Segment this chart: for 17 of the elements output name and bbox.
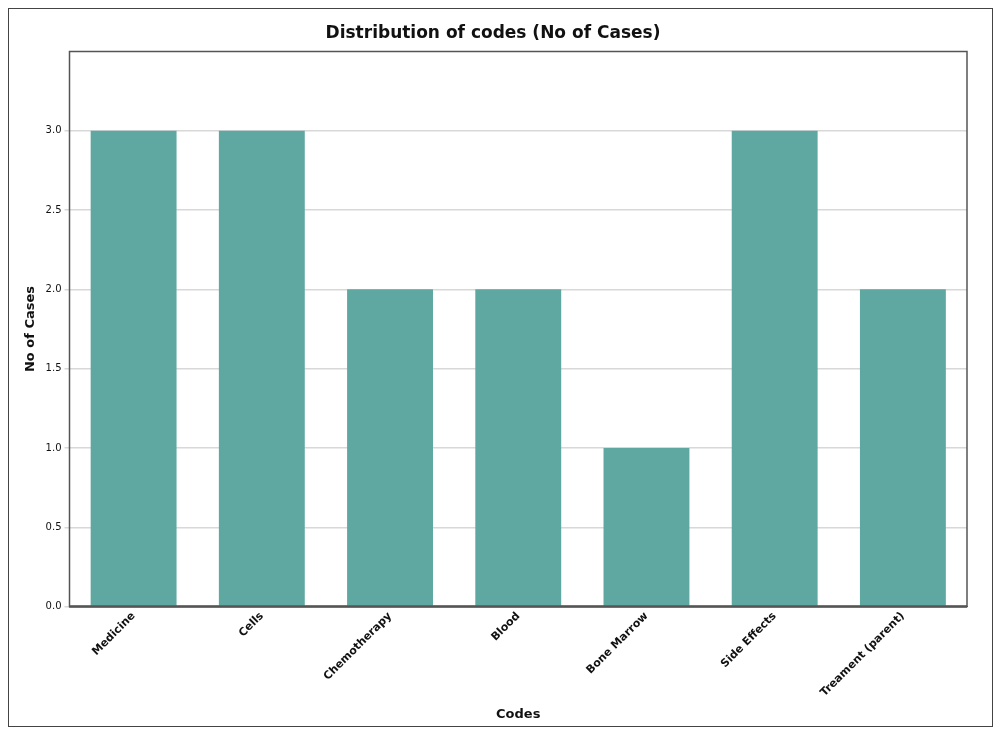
y-tick-label: 1.5 (45, 362, 62, 374)
bar (90, 130, 177, 606)
y-tick-label: 1.0 (45, 441, 62, 453)
y-tick-label: 0.0 (45, 600, 62, 612)
bar (347, 289, 433, 606)
bar (731, 130, 818, 606)
y-axis-title: No of Cases (22, 285, 38, 373)
y-tick-label: 2.0 (45, 282, 62, 294)
bar (218, 130, 305, 606)
chart-title: Distribution of codes (No of Cases) (325, 21, 661, 42)
y-tick-label: 3.0 (45, 124, 62, 136)
bar (859, 289, 946, 606)
bar (475, 289, 562, 606)
bar (603, 447, 690, 606)
y-tick-label: 2.5 (45, 203, 62, 215)
y-tick-label: 0.5 (45, 520, 62, 532)
x-axis-title: Codes (496, 705, 541, 721)
